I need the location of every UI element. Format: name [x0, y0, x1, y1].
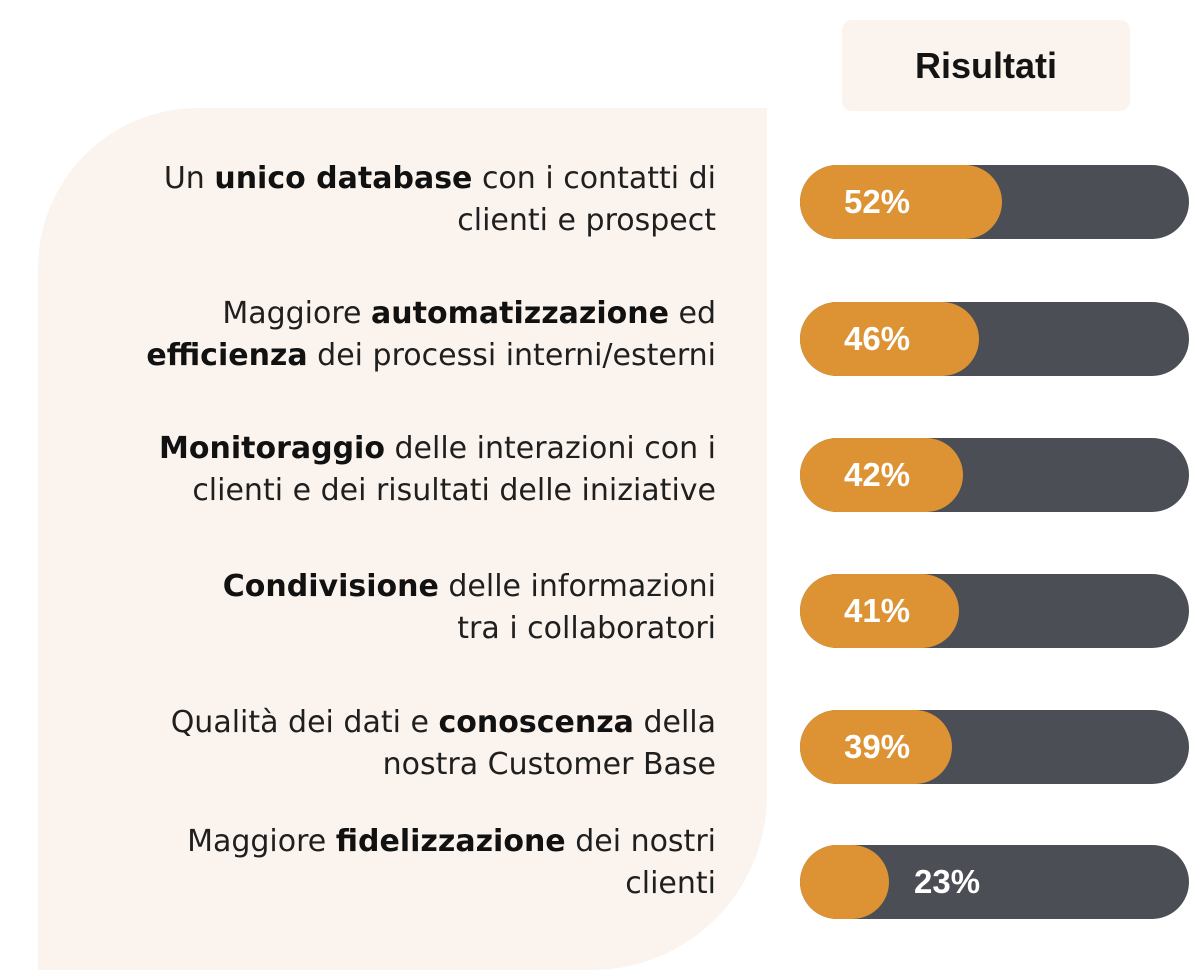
label-text: Maggiore: [187, 824, 336, 859]
bar-fill: [800, 302, 979, 376]
bar-fill: [800, 574, 959, 648]
results-header: Risultati: [842, 20, 1130, 111]
label-text: clienti e prospect: [457, 203, 716, 238]
row-label-line: nostra Customer Base: [60, 744, 716, 786]
row-label-6: Maggiore fidelizzazione dei nostri client…: [60, 821, 716, 905]
row-label-line: Maggiore fidelizzazione dei nostri: [60, 821, 716, 863]
bar-track: 23%: [800, 845, 1189, 919]
bar-track: 46%: [800, 302, 1189, 376]
row-label-line: clienti e prospect: [60, 200, 716, 242]
row-label-4: Condivisione delle informazioni tra i col…: [60, 566, 716, 650]
label-text: dei nostri: [565, 824, 716, 859]
row-label-3: Monitoraggio delle interazioni con i clie…: [60, 428, 716, 512]
label-emphasis: efficienza: [146, 338, 308, 373]
row-label-line: tra i collaboratori: [60, 608, 716, 650]
row-label-2: Maggiore automatizzazione ed efficienza d…: [60, 293, 716, 377]
label-text: tra i collaboratori: [457, 611, 716, 646]
bar-fill: [800, 438, 963, 512]
bar-fill: [800, 710, 952, 784]
label-emphasis: unico database: [214, 161, 473, 196]
bar-track: 39%: [800, 710, 1189, 784]
label-emphasis: conoscenza: [438, 705, 634, 740]
bar-track: 42%: [800, 438, 1189, 512]
results-title: Risultati: [914, 44, 1057, 86]
label-text: delle interazioni con i: [384, 431, 716, 466]
row-label-line: clienti e dei risultati delle iniziative: [60, 470, 716, 512]
bar-value-label: 23%: [914, 863, 981, 900]
label-text: della: [633, 705, 716, 740]
row-label-5: Qualità dei dati e conoscenza della nostr…: [60, 702, 716, 786]
row-label-line: Un unico database con i contatti di: [60, 158, 716, 200]
row-label-line: Condivisione delle informazioni: [60, 566, 716, 608]
label-emphasis: fidelizzazione: [335, 824, 566, 859]
row-label-line: efficienza dei processi interni/esterni: [60, 335, 716, 377]
label-text: clienti e dei risultati delle iniziative: [192, 473, 716, 508]
label-text: delle informazioni: [438, 569, 716, 604]
bar-track: 52%: [800, 165, 1189, 239]
label-emphasis: automatizzazione: [371, 296, 669, 331]
label-text: con i contatti di: [472, 161, 716, 196]
row-label-line: Qualità dei dati e conoscenza della: [60, 702, 716, 744]
row-label-1: Un unico database con i contatti di clien…: [60, 158, 716, 242]
bar-value-label: 41%: [844, 592, 911, 629]
label-text: dei processi interni/esterni: [307, 338, 716, 373]
label-emphasis: Condivisione: [222, 569, 439, 604]
bar-value-label: 39%: [844, 728, 911, 765]
bar-track: 41%: [800, 574, 1189, 648]
bar-value-label: 46%: [844, 320, 911, 357]
label-text: Qualità dei dati e: [170, 705, 439, 740]
row-label-line: Maggiore automatizzazione ed: [60, 293, 716, 335]
row-label-line: Monitoraggio delle interazioni con i: [60, 428, 716, 470]
row-label-line: clienti: [60, 863, 716, 905]
bar-fill: [800, 845, 889, 919]
label-emphasis: Monitoraggio: [159, 431, 385, 466]
labels-panel: [38, 108, 767, 970]
label-text: Un: [163, 161, 215, 196]
label-text: ed: [668, 296, 716, 331]
bar-value-label: 52%: [844, 183, 911, 220]
label-text: nostra Customer Base: [382, 747, 716, 782]
bar-value-label: 42%: [844, 456, 911, 493]
bar-fill: [800, 165, 1002, 239]
label-text: Maggiore: [222, 296, 372, 331]
label-text: clienti: [625, 866, 716, 901]
